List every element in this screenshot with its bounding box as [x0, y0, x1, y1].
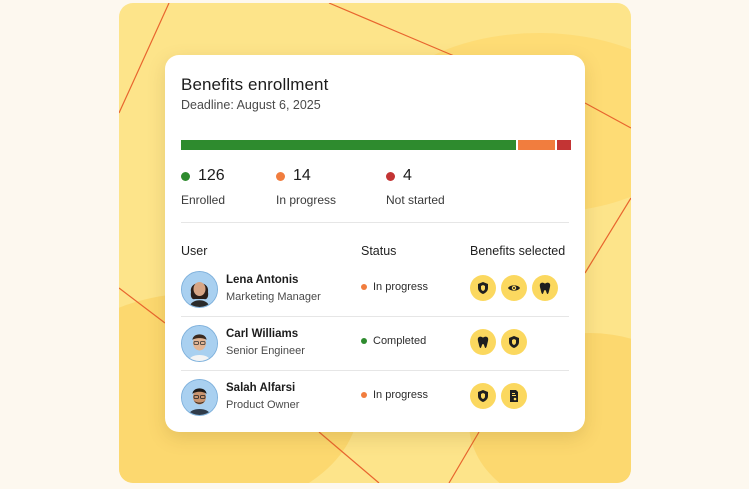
status-text: In progress [373, 281, 429, 293]
status-badge: In progress [361, 389, 428, 401]
progress-segment-enrolled [181, 140, 516, 150]
column-header-user: User [181, 244, 208, 258]
enrollment-progress-bar [181, 140, 571, 150]
stat-enrolled: 126 Enrolled [181, 167, 225, 207]
progress-segment-in-progress [518, 140, 555, 150]
status-dot [276, 171, 285, 181]
table-row[interactable]: Carl Williams Senior Engineer Completed [181, 325, 569, 379]
status-dot [361, 284, 367, 290]
user-name: Carl Williams [226, 328, 299, 340]
shield-icon [470, 383, 496, 409]
status-text: In progress [373, 389, 429, 401]
benefits-list [470, 275, 558, 301]
stat-value: 126 [198, 167, 225, 184]
avatar [181, 271, 218, 308]
stat-in-progress: 14 In progress [276, 167, 336, 207]
progress-segment-not-started [557, 140, 571, 150]
user-name: Salah Alfarsi [226, 382, 296, 394]
column-header-benefits: Benefits selected [470, 244, 566, 258]
shield-icon [470, 275, 496, 301]
document-icon [501, 383, 527, 409]
card-title: Benefits enrollment [181, 75, 329, 94]
benefits-list [470, 329, 527, 355]
user-role: Senior Engineer [226, 345, 305, 357]
user-name: Lena Antonis [226, 274, 299, 286]
status-badge: In progress [361, 281, 428, 293]
tooth-icon [532, 275, 558, 301]
stat-label: Enrolled [181, 193, 226, 207]
eye-icon [501, 275, 527, 301]
stat-label: Not started [386, 193, 445, 207]
user-role: Marketing Manager [226, 291, 321, 303]
benefits-list [470, 383, 527, 409]
avatar [181, 379, 218, 416]
status-dot [386, 171, 395, 181]
status-text: Completed [373, 335, 427, 347]
benefits-enrollment-card: Benefits enrollment Deadline: August 6, … [165, 55, 585, 432]
status-badge: Completed [361, 335, 426, 347]
avatar [181, 325, 218, 362]
table-row[interactable]: Lena Antonis Marketing Manager In progre… [181, 271, 569, 325]
status-dot [361, 338, 367, 344]
status-dot [361, 392, 367, 398]
shield-icon [501, 329, 527, 355]
divider [181, 370, 569, 371]
column-header-status: Status [361, 244, 397, 258]
stat-value: 14 [293, 167, 311, 184]
divider [181, 222, 569, 223]
deadline-text: Deadline: August 6, 2025 [181, 98, 321, 112]
status-dot [181, 171, 190, 181]
stat-label: In progress [276, 193, 337, 207]
stat-value: 4 [403, 167, 412, 184]
stat-not-started: 4 Not started [386, 167, 445, 207]
tooth-icon [470, 329, 496, 355]
table-row[interactable]: Salah Alfarsi Product Owner In progress [181, 379, 569, 433]
divider [181, 316, 569, 317]
user-role: Product Owner [226, 399, 300, 411]
